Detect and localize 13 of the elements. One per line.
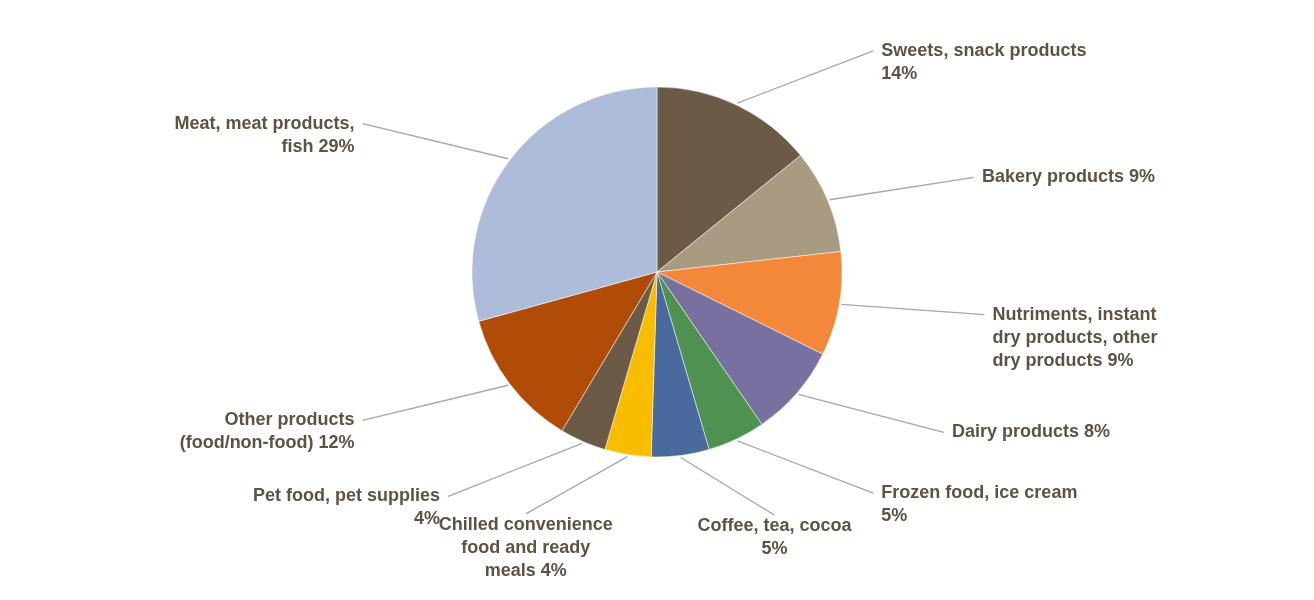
slice-label: Pet food, pet supplies <box>253 485 441 506</box>
slice-label: Nutriments, instant dry products, other dry products 9% <box>992 303 1158 370</box>
data-label: 5% <box>761 538 788 559</box>
slice-label: Coffee, tea, cocoa <box>697 515 853 536</box>
slice-label: Dairy products 8% <box>951 421 1110 442</box>
data-label: 14% <box>881 62 918 83</box>
slice-label: Meat, meat products, fish 29% <box>174 112 355 156</box>
slice-label: Chilled convenience food and ready meals 4% <box>438 513 613 580</box>
slice-label: Sweets, snack products <box>881 39 1087 60</box>
data-label: 5% <box>881 505 908 526</box>
slice-label: Frozen food, ice cream <box>881 482 1078 503</box>
slice-label: Other products (food/non-food) 12% <box>179 409 355 453</box>
slice-label: Bakery products 9% <box>981 166 1156 187</box>
